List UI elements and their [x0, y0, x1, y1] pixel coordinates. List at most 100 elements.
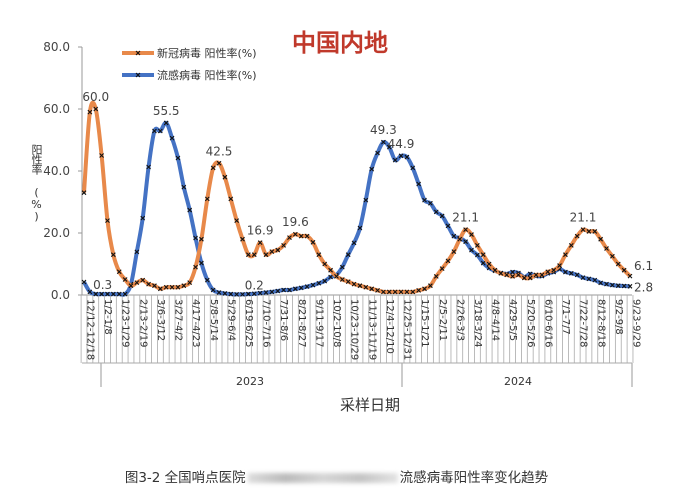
data-point-marker — [381, 289, 386, 295]
data-point-marker — [269, 289, 275, 295]
data-point-marker — [228, 196, 234, 202]
x-axis-label: 采样日期 — [340, 396, 400, 414]
data-point-marker — [375, 150, 380, 156]
data-point-marker — [580, 227, 586, 232]
data-point-marker — [551, 267, 557, 273]
data-point-marker — [234, 218, 240, 223]
data-point-marker — [345, 279, 351, 285]
x-tick-label: 3/6-3/12 — [155, 299, 166, 341]
x-tick-label: 2/5-2/11 — [437, 299, 448, 341]
x-tick-label: 9/11-9/17 — [313, 299, 324, 348]
data-point-marker — [193, 264, 198, 270]
data-point-marker — [157, 286, 163, 292]
data-point-marker — [404, 289, 410, 295]
x-tick-label: 4/17-4/23 — [190, 299, 201, 348]
data-point-marker — [304, 284, 310, 290]
figure-caption: 图3-2 全国哨点医院 流感病毒阳性率变化趋势 — [0, 466, 673, 486]
data-point-marker — [563, 269, 568, 275]
x-tick-label: 1/15-1/21 — [419, 299, 430, 348]
data-point-marker — [451, 249, 457, 254]
data-point-marker — [122, 291, 128, 297]
data-point-marker — [410, 165, 416, 171]
data-point-marker — [615, 283, 621, 289]
data-point-marker — [545, 269, 551, 275]
data-point-marker — [81, 190, 87, 196]
data-point-marker — [351, 281, 357, 287]
data-point-marker — [557, 263, 562, 268]
data-point-marker — [598, 280, 604, 286]
y-axis-label: 阳性率 (%) — [30, 144, 43, 222]
x-tick-label: 5/29-6/4 — [225, 299, 236, 341]
x-tick-label: 7/22-7/28 — [578, 299, 589, 348]
data-point-marker — [363, 197, 369, 203]
data-point-marker — [134, 249, 140, 255]
data-point-marker — [463, 239, 469, 245]
data-point-marker — [146, 164, 151, 170]
data-point-marker — [105, 291, 110, 297]
data-point-marker — [539, 272, 545, 278]
data-point-marker — [621, 267, 627, 273]
data-point-marker — [210, 165, 216, 171]
data-point-marker — [275, 247, 281, 253]
data-point-marker — [157, 128, 163, 134]
data-point-marker — [234, 291, 240, 297]
data-point-marker — [339, 277, 345, 282]
data-point-marker — [187, 207, 193, 213]
data-point-marker — [386, 289, 392, 295]
data-point-marker — [181, 184, 187, 190]
data-point-marker — [322, 261, 328, 267]
data-point-marker — [263, 290, 269, 295]
data-point-marker — [304, 233, 310, 239]
data-point-marker — [275, 288, 281, 294]
data-point-marker — [93, 106, 99, 112]
data-point-marker — [110, 252, 116, 258]
data-point-marker — [245, 291, 251, 297]
data-point-marker — [609, 253, 615, 259]
data-point-marker — [404, 154, 410, 160]
data-point-marker — [422, 197, 427, 203]
y-tick-label: 60.0 — [43, 102, 70, 116]
data-point-marker — [281, 243, 287, 248]
x-tick-label: 4/8-4/14 — [490, 299, 501, 341]
x-tick-label: 3/27-4/2 — [173, 299, 184, 341]
data-point-marker — [586, 276, 592, 282]
data-point-marker — [175, 155, 181, 161]
data-point-marker — [228, 291, 234, 297]
data-point-marker — [210, 287, 216, 293]
data-point-marker — [140, 277, 146, 283]
data-point-marker — [433, 209, 439, 215]
data-point-marker — [604, 281, 609, 287]
data-point-marker — [122, 277, 128, 282]
data-point-marker — [563, 252, 568, 258]
data-point-marker — [469, 247, 474, 253]
data-point-marker — [310, 282, 316, 288]
data-point-marker — [480, 260, 486, 266]
data-label: 44.9 — [388, 137, 415, 151]
data-point-marker — [257, 290, 263, 296]
x-tick-label: 7/31-8/6 — [278, 299, 289, 341]
data-point-marker — [245, 252, 251, 258]
data-label: 0.3 — [93, 278, 112, 292]
x-tick-label: 8/12-8/18 — [595, 299, 606, 348]
data-point-marker — [463, 227, 469, 232]
data-point-marker — [422, 286, 427, 292]
data-point-marker — [81, 279, 87, 285]
x-tick-label: 12/25-12/31 — [402, 299, 413, 360]
data-point-marker — [369, 166, 375, 172]
data-point-marker — [351, 240, 357, 246]
data-point-marker — [574, 272, 580, 278]
data-label: 42.5 — [206, 144, 233, 158]
data-point-marker — [592, 229, 598, 234]
data-point-marker — [398, 289, 404, 295]
data-point-marker — [474, 243, 480, 248]
x-tick-label: 9/2-9/8 — [613, 299, 624, 335]
data-point-marker — [298, 233, 304, 239]
data-point-marker — [433, 274, 439, 279]
data-point-marker — [381, 139, 386, 145]
data-point-marker — [392, 157, 398, 163]
data-point-marker — [328, 274, 333, 280]
data-point-marker — [568, 270, 574, 276]
data-point-marker — [251, 252, 257, 258]
data-label: 6.1 — [634, 259, 653, 273]
data-point-marker — [439, 266, 445, 272]
